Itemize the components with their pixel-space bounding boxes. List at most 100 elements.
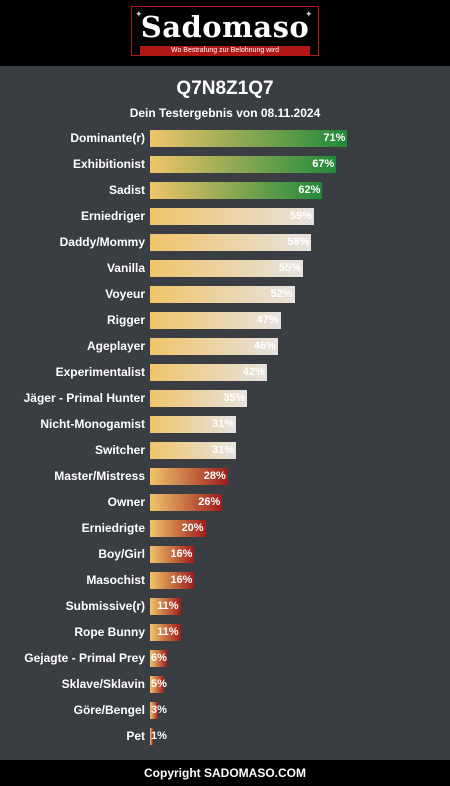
page-title: Q7N8Z1Q7 [176,78,274,99]
chart-row: Master/Mistress 28% [0,466,450,486]
bar-value-label: 6% [151,652,167,664]
chart-row: Pet 1% [0,726,450,746]
bar: 28% [150,468,228,485]
chart-row: Dominante(r) 71% [0,128,450,148]
bar-value-label: 62% [298,184,321,196]
bar-category-label: Switcher [94,443,145,457]
chart-row: Göre/Bengel 3% [0,700,450,720]
chart-row: Owner 26% [0,492,450,512]
bar: 3% [150,702,167,719]
bar: 52% [150,286,295,303]
page-subtitle: Dein Testergebnis von 08.11.2024 [129,106,321,120]
bar-category-label: Pet [126,729,145,743]
chart-row: Ageplayer 46% [0,336,450,356]
bar-value-label: 1% [151,730,167,742]
bar: 11% [150,598,181,615]
chart-row: Nicht-Monogamist 31% [0,414,450,434]
bar-value-label: 55% [278,262,301,274]
bar: 58% [150,234,312,251]
bar-category-label: Master/Mistress [54,469,145,483]
chart-row: Submissive(r) 11% [0,596,450,616]
bar-category-label: Exhibitionist [73,157,145,171]
bar-value-label: 59% [289,210,313,222]
chart-row: Gejagte - Primal Prey 6% [0,648,450,668]
bar-value-label: 31% [212,418,235,430]
bar-category-label: Voyeur [105,287,145,301]
chart-row: Experimentalist 42% [0,362,450,382]
bar: 67% [150,156,337,173]
chart-row: Switcher 31% [0,440,450,460]
bar-category-label: Rigger [106,313,145,327]
corner-ornament-icon: ✦ [305,9,313,19]
bar-category-label: Sadist [108,183,145,197]
bar-category-label: Sklave/Sklavin [61,677,145,691]
chart-row: Exhibitionist 67% [0,154,450,174]
bar: 46% [150,338,278,355]
bar: 47% [150,312,281,329]
bar-value-label: 58% [287,236,310,248]
chart-row: Jäger - Primal Hunter 35% [0,388,450,408]
bar-value-label: 3% [151,704,167,716]
footer-copyright: Copyright SADOMASO.COM [0,760,450,786]
bar-category-label: Owner [107,495,145,509]
bar: 20% [150,520,206,537]
bar-value-label: 52% [270,288,293,300]
chart-row: Sklave/Sklavin 5% [0,674,450,694]
logo-tagline: Wo Bestrafung zur Belohnung wird [140,46,310,56]
corner-ornament-icon: ✦ [135,9,143,19]
chart-row: Rigger 47% [0,310,450,330]
bar: 11% [150,624,181,641]
chart-row: Erniedriger 59% [0,206,450,226]
bar: 35% [150,390,248,407]
chart-row: Vanilla 55% [0,258,450,278]
bar: 71% [150,130,348,147]
bar-value-label: 28% [203,470,226,482]
bar: 1% [150,728,167,745]
bar-category-label: Göre/Bengel [73,703,145,717]
chart-row: Erniedrigte 20% [0,518,450,538]
bar-category-label: Submissive(r) [65,599,145,613]
bar-category-label: Rope Bunny [74,625,145,639]
bar-value-label: 67% [312,158,335,170]
bar-category-label: Jäger - Primal Hunter [23,391,145,405]
chart-row: Voyeur 52% [0,284,450,304]
bar-value-label: 71% [323,132,346,144]
result-bar-chart: Dominante(r) 71% Exhibitionist 67% Sadist 62%… [0,128,450,752]
bar-category-label: Ageplayer [86,339,145,353]
bar-value-label: 46% [253,340,276,352]
bar-value-label: 11% [157,600,179,612]
bar-value-label: 31% [212,444,235,456]
bar-category-label: Nicht-Monogamist [40,417,145,431]
bar-value-label: 35% [223,392,246,404]
bar-category-label: Masochist [86,573,145,587]
chart-row: Sadist 62% [0,180,450,200]
bar: 5% [150,676,167,693]
bar-value-label: 5% [151,678,167,690]
bar-value-label: 42% [242,366,265,378]
site-logo[interactable]: ✦ ✦ Sadomaso Wo Bestrafung zur Belohnung… [131,6,319,56]
bar: 31% [150,416,237,433]
bar: 31% [150,442,237,459]
bar: 59% [150,208,315,225]
chart-row: Boy/Girl 16% [0,544,450,564]
bar-category-label: Erniedriger [80,209,145,223]
bar: 6% [150,650,167,667]
header-band: ✦ ✦ Sadomaso Wo Bestrafung zur Belohnung… [0,0,450,66]
chart-row: Masochist 16% [0,570,450,590]
bar-value-label: 16% [170,548,193,560]
bar-category-label: Boy/Girl [98,547,145,561]
bar: 42% [150,364,267,381]
bar: 26% [150,494,223,511]
logo-text: Sadomaso [140,10,310,44]
bar-value-label: 26% [198,496,221,508]
bar-value-label: 11% [157,626,179,638]
bar-value-label: 47% [256,314,279,326]
bar-category-label: Gejagte - Primal Prey [24,651,145,665]
bar-value-label: 16% [170,574,193,586]
bar: 16% [150,546,195,563]
bar-value-label: 20% [181,522,204,534]
bar-category-label: Vanilla [106,261,145,275]
bar: 55% [150,260,303,277]
bar-category-label: Experimentalist [55,365,145,379]
chart-row: Daddy/Mommy 58% [0,232,450,252]
